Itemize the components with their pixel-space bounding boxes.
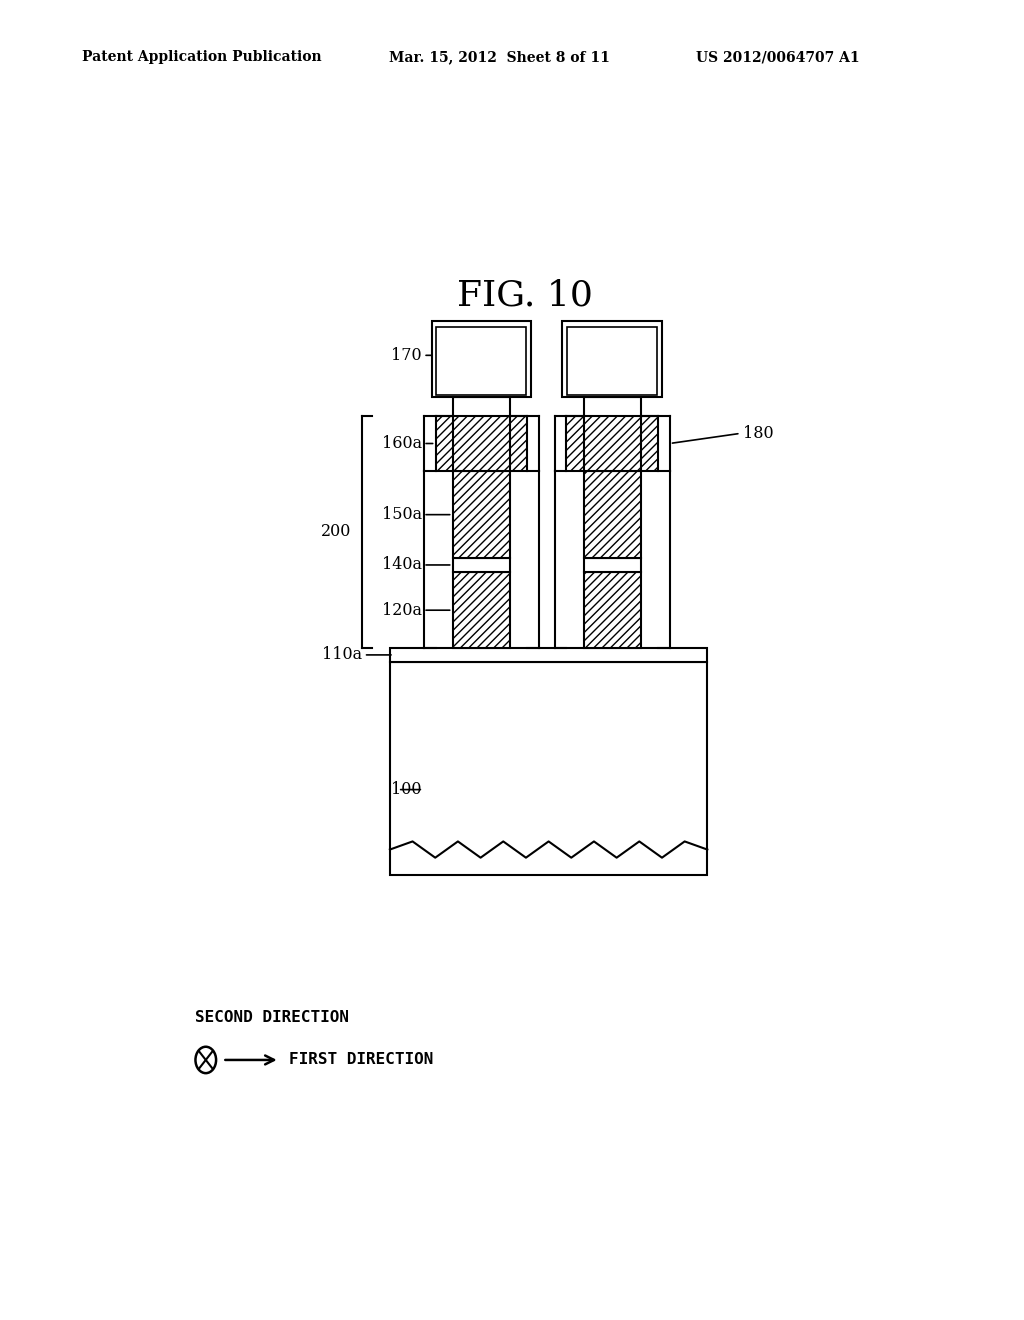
Text: 180: 180 [743,425,774,442]
Text: SECOND DIRECTION: SECOND DIRECTION [196,1010,349,1024]
Bar [584,572,641,648]
Bar [584,471,641,558]
Text: Mar. 15, 2012  Sheet 8 of 11: Mar. 15, 2012 Sheet 8 of 11 [389,50,610,65]
Bar [436,326,526,396]
Bar [453,471,510,558]
Bar [453,572,510,648]
Bar [431,321,530,397]
Bar [435,416,526,471]
Bar [453,558,510,572]
Bar [390,661,708,875]
Text: 140a: 140a [382,557,422,573]
Bar [566,416,657,471]
Text: 170: 170 [391,347,422,364]
Text: 200: 200 [322,524,352,540]
Text: US 2012/0064707 A1: US 2012/0064707 A1 [696,50,860,65]
Text: 160a: 160a [382,436,422,451]
Bar [562,321,662,397]
Text: 110a: 110a [322,647,362,664]
Bar [584,558,641,572]
Text: 150a: 150a [382,506,422,523]
Text: Patent Application Publication: Patent Application Publication [82,50,322,65]
Text: FIG. 10: FIG. 10 [457,279,593,313]
Text: 120a: 120a [382,602,422,619]
Bar [390,648,708,661]
Text: 100: 100 [391,781,422,799]
Text: FIRST DIRECTION: FIRST DIRECTION [289,1052,433,1068]
Bar [567,326,657,396]
